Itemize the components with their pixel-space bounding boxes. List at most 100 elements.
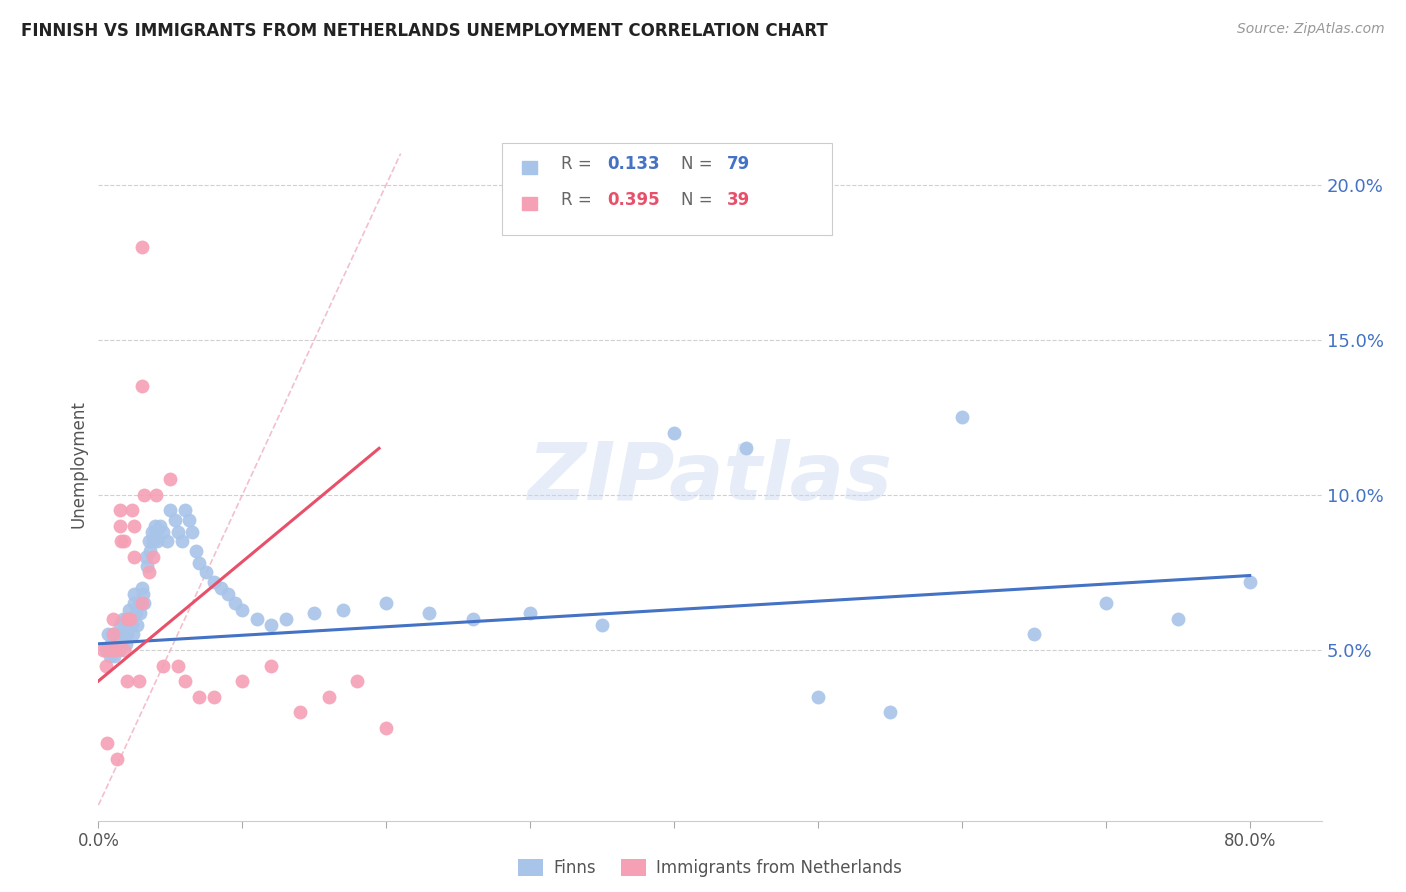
Point <box>141 525 163 540</box>
Text: 39: 39 <box>727 191 751 209</box>
Text: N =: N = <box>681 191 717 209</box>
FancyBboxPatch shape <box>502 143 832 235</box>
Point <box>121 618 143 632</box>
Point <box>101 643 124 657</box>
Point <box>108 627 131 641</box>
Point <box>117 602 139 616</box>
Point <box>124 587 146 601</box>
Point <box>124 549 146 564</box>
Point <box>112 534 135 549</box>
Point <box>97 627 120 641</box>
Point <box>110 637 132 651</box>
Point <box>461 612 484 626</box>
Point <box>125 606 148 620</box>
Point <box>202 574 225 589</box>
Point <box>231 673 253 688</box>
Point <box>101 627 124 641</box>
Point <box>188 556 211 570</box>
Point <box>111 612 134 626</box>
Point <box>318 690 340 704</box>
Point <box>122 627 145 641</box>
Point <box>114 637 136 651</box>
Point <box>1239 574 1261 589</box>
Point <box>115 618 138 632</box>
Point <box>304 606 326 620</box>
Point <box>346 673 368 688</box>
Point <box>104 627 127 641</box>
Point <box>195 566 218 580</box>
Text: N =: N = <box>681 155 717 173</box>
Point <box>170 534 193 549</box>
Point <box>115 673 138 688</box>
Point <box>94 643 117 657</box>
Point <box>202 690 225 704</box>
Point <box>188 690 211 704</box>
Point <box>101 627 124 641</box>
Text: R =: R = <box>561 155 596 173</box>
Point <box>274 612 297 626</box>
Point <box>129 606 152 620</box>
Text: 79: 79 <box>727 155 751 173</box>
Point <box>231 602 253 616</box>
Point <box>120 612 142 626</box>
Point <box>181 525 204 540</box>
Point <box>112 618 135 632</box>
Point <box>108 618 131 632</box>
Point <box>132 587 155 601</box>
Point <box>91 643 114 657</box>
Point <box>131 240 153 254</box>
Point <box>142 534 165 549</box>
Point <box>105 637 128 651</box>
Point <box>98 643 121 657</box>
Point <box>159 472 181 486</box>
Point <box>217 587 239 601</box>
Point <box>124 597 146 611</box>
Point <box>662 425 685 440</box>
Legend: Finns, Immigrants from Netherlands: Finns, Immigrants from Netherlands <box>512 852 908 884</box>
Point <box>186 543 208 558</box>
Point <box>112 643 135 657</box>
Point <box>105 751 128 765</box>
Point <box>735 442 758 456</box>
Point <box>115 612 138 626</box>
Text: R =: R = <box>561 191 596 209</box>
Point <box>260 618 283 632</box>
Point <box>100 637 122 651</box>
Point <box>1167 612 1189 626</box>
Point <box>591 618 613 632</box>
Point <box>107 643 129 657</box>
Point <box>134 597 156 611</box>
Point <box>260 658 283 673</box>
Point <box>121 503 143 517</box>
Point <box>104 643 127 657</box>
Point <box>135 549 157 564</box>
Point <box>177 513 200 527</box>
Point <box>94 658 117 673</box>
Point <box>375 721 398 735</box>
Point <box>159 503 181 517</box>
Point <box>143 519 166 533</box>
Point <box>136 559 159 574</box>
Point <box>418 606 440 620</box>
Point <box>146 534 169 549</box>
Point <box>166 525 188 540</box>
Point <box>128 673 150 688</box>
Point <box>142 549 165 564</box>
Text: 0.395: 0.395 <box>607 191 659 209</box>
Point <box>115 627 138 641</box>
Point <box>108 519 131 533</box>
Point <box>163 513 186 527</box>
Point <box>128 597 150 611</box>
Point <box>288 705 311 719</box>
Point <box>166 658 188 673</box>
Point <box>879 705 901 719</box>
Point <box>173 673 195 688</box>
Point <box>145 525 167 540</box>
Point <box>131 379 153 393</box>
Text: 0.133: 0.133 <box>607 155 659 173</box>
Point <box>127 618 149 632</box>
Point <box>149 519 172 533</box>
Point <box>110 534 132 549</box>
Point <box>101 612 124 626</box>
Point <box>156 534 179 549</box>
